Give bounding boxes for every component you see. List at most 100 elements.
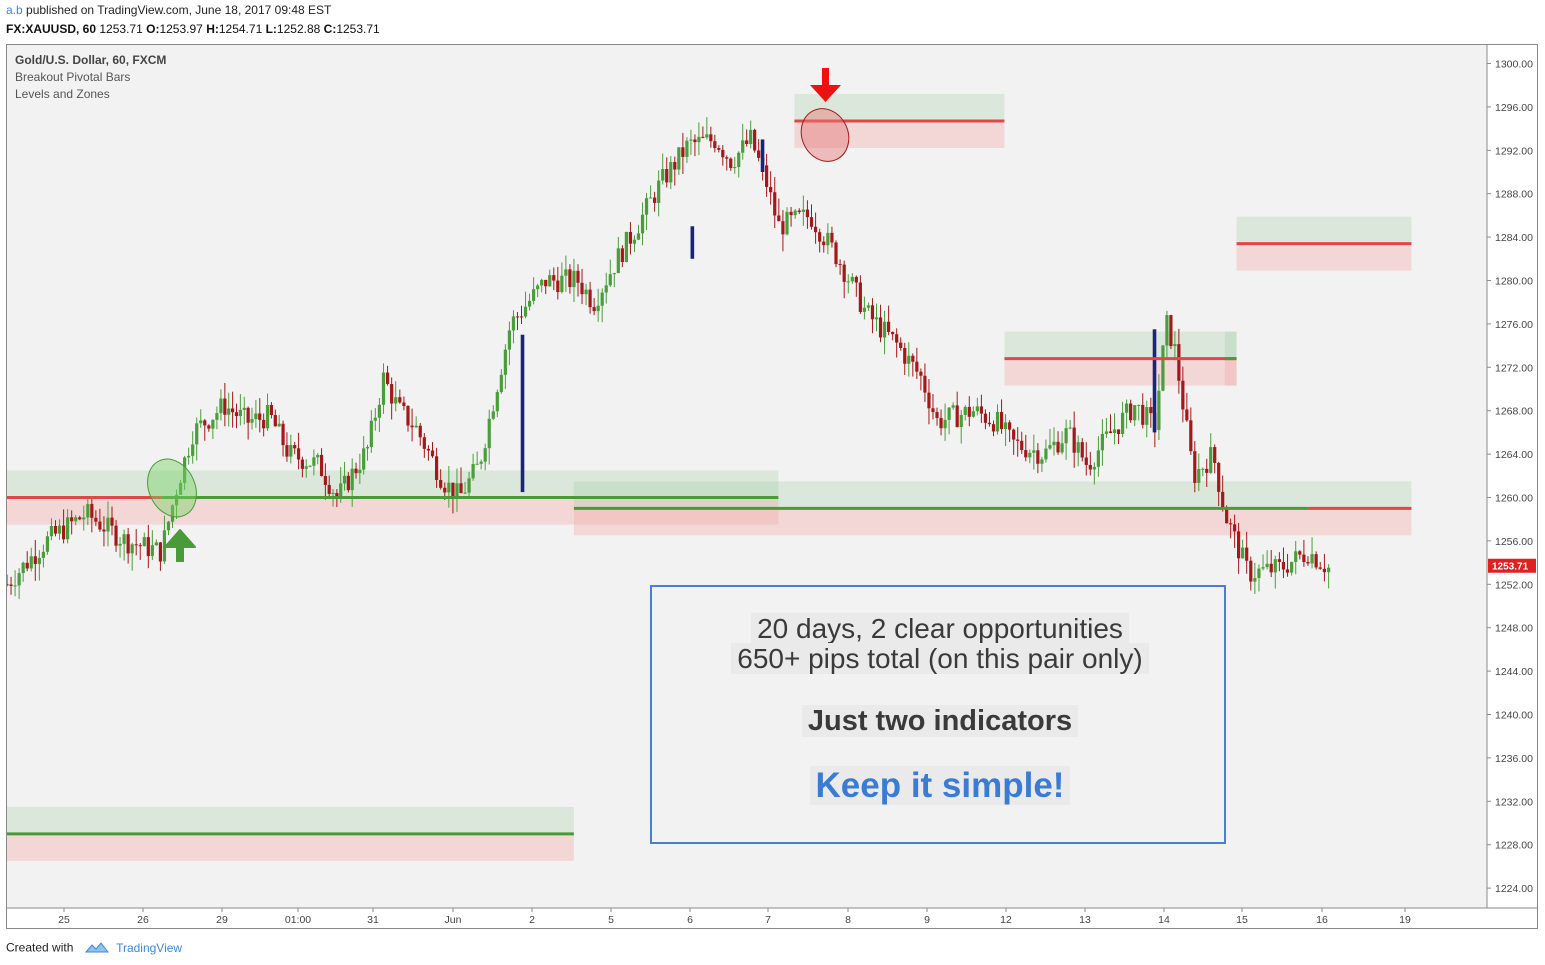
x-tick-label: 2 xyxy=(529,914,535,926)
candle-body xyxy=(1112,429,1117,433)
y-tick-label: 1300.00 xyxy=(1495,59,1533,71)
candle-body xyxy=(858,282,862,312)
candle-body xyxy=(1068,427,1072,429)
legend-indicator-breakout[interactable]: Breakout Pivotal Bars xyxy=(15,70,131,84)
candle-body xyxy=(733,167,737,169)
zone-lower xyxy=(794,121,1005,149)
candle-body xyxy=(644,198,649,215)
breakout-bar xyxy=(1152,329,1157,433)
sell-arrow-icon xyxy=(810,68,841,102)
last-value: 1253.71 xyxy=(99,22,143,36)
candle-body xyxy=(636,233,641,240)
candle-body xyxy=(1193,451,1197,483)
y-tick-label: 1284.00 xyxy=(1495,232,1533,244)
candle-body xyxy=(162,530,167,562)
candle-body xyxy=(207,425,211,429)
candle-body xyxy=(9,584,13,586)
candle-body xyxy=(98,521,102,530)
candle-body xyxy=(870,305,875,320)
candle-body xyxy=(1100,433,1105,451)
breakout-bar xyxy=(520,334,525,493)
candle-body xyxy=(110,517,114,526)
zone-lower xyxy=(1308,508,1412,536)
zone-upper xyxy=(573,481,1309,509)
candle-body xyxy=(443,487,447,493)
candle-body xyxy=(234,412,239,417)
candle-body xyxy=(592,307,596,312)
candle-body xyxy=(61,525,66,540)
candle-body xyxy=(174,494,179,506)
candle-body xyxy=(693,139,697,143)
candle-body xyxy=(499,374,503,393)
candle-body xyxy=(1084,457,1088,465)
breakout-bar xyxy=(760,139,765,172)
candle-body xyxy=(66,517,70,540)
candle-body xyxy=(398,397,402,403)
price-chart[interactable]: 1300.00 1296.00 1292.00 1288.00 1284.00 1280.… xyxy=(7,45,1537,928)
x-tick-label: 01:00 xyxy=(285,914,311,926)
candle-body xyxy=(705,134,709,138)
candle-body xyxy=(1322,568,1327,573)
candle-body xyxy=(1028,452,1032,458)
candle-body xyxy=(106,517,110,532)
candle-body xyxy=(721,149,725,158)
candle-body xyxy=(540,279,544,286)
candle-body xyxy=(1016,439,1020,441)
candle-body xyxy=(323,475,327,485)
legend-title: Gold/U.S. Dollar, 60, FXCM xyxy=(15,53,167,67)
y-tick-label: 1288.00 xyxy=(1495,189,1533,201)
candle-body xyxy=(94,517,98,522)
high-label: H: xyxy=(206,22,219,36)
x-tick-label: 15 xyxy=(1236,914,1248,926)
candle-body xyxy=(1201,468,1205,470)
y-tick-label: 1280.00 xyxy=(1495,276,1533,288)
x-tick-label: 12 xyxy=(1000,914,1012,926)
candle-body xyxy=(479,461,483,464)
candle-body xyxy=(242,407,246,410)
candle-body xyxy=(809,217,814,227)
candle-body xyxy=(604,285,608,293)
candle-body xyxy=(1052,441,1056,446)
candle-body xyxy=(1237,531,1241,559)
plot-background[interactable] xyxy=(7,45,1487,908)
tradingview-link[interactable]: TradingView xyxy=(116,940,183,955)
x-tick-label: 6 xyxy=(687,914,693,926)
zone-upper xyxy=(7,470,162,498)
y-tick-label: 1292.00 xyxy=(1495,145,1533,157)
y-tick-label: 1252.00 xyxy=(1495,579,1533,591)
candle-body xyxy=(741,140,745,153)
candle-body xyxy=(495,392,499,412)
candle-body xyxy=(519,316,524,318)
legend-indicator-levels[interactable]: Levels and Zones xyxy=(15,87,110,101)
candle-body xyxy=(1310,554,1314,564)
candle-body xyxy=(943,419,947,429)
candle-body xyxy=(258,413,262,420)
candle-body xyxy=(1241,547,1245,559)
candle-body xyxy=(669,162,673,183)
zone-upper xyxy=(1308,481,1412,509)
candle-body xyxy=(963,406,967,415)
candle-body xyxy=(350,468,354,491)
zone-upper xyxy=(7,806,574,834)
candle-body xyxy=(414,425,418,428)
publish-info: published on TradingView.com, June 18, 2… xyxy=(26,3,332,17)
candle-body xyxy=(813,226,818,233)
candle-body xyxy=(45,536,50,552)
candle-body xyxy=(203,420,207,426)
candle-body xyxy=(911,355,915,362)
candle-body xyxy=(805,209,810,218)
x-tick-label: 29 xyxy=(216,914,228,926)
candle-body xyxy=(1161,345,1165,391)
candle-body xyxy=(556,280,560,293)
candle-body xyxy=(1064,428,1068,444)
x-tick-label: Jun xyxy=(445,914,462,926)
candle-body xyxy=(801,209,805,213)
candle-body xyxy=(769,186,773,193)
candle-body xyxy=(451,482,455,499)
zone-upper xyxy=(1236,216,1412,244)
candle-body xyxy=(1036,450,1040,464)
candle-body xyxy=(118,543,122,546)
candle-body xyxy=(1032,450,1036,453)
candle-body xyxy=(616,248,620,274)
author-link[interactable]: a.b xyxy=(6,3,23,17)
